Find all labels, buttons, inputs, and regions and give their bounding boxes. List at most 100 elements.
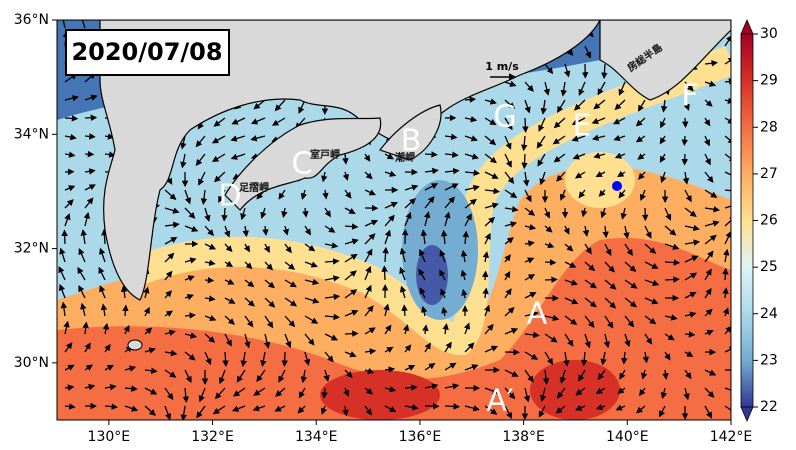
current-vector [184,351,196,361]
current-vector [635,135,646,143]
current-vector [401,304,408,317]
current-vector [563,351,570,367]
current-vector [704,135,710,147]
current-vector [264,315,274,329]
current-vector [595,171,606,178]
current-vector [591,134,606,141]
current-vector [704,329,714,336]
current-vector [164,189,177,201]
current-vector [604,279,617,290]
current-vector [78,284,86,299]
current-vector [552,135,566,145]
current-vector [324,351,334,363]
current-vector [620,207,627,220]
current-vector [424,362,436,371]
current-vector [363,153,371,162]
current-vector [256,369,266,383]
region-label: A [527,297,548,332]
current-vector [297,405,306,414]
current-vector [444,133,458,141]
current-vector [424,151,438,158]
current-vector [422,324,429,335]
current-vector [578,81,586,96]
current-vector [619,369,626,380]
current-vector [184,369,192,383]
current-vector [543,81,551,96]
current-vector [464,213,472,227]
current-vector [623,225,630,240]
current-vector [642,351,650,364]
current-vector [104,133,115,140]
current-vector [624,243,633,257]
current-vector [704,234,717,245]
current-vector [260,351,267,367]
current-vector [344,189,352,199]
current-vector [124,365,137,372]
current-vector [722,307,730,317]
current-vector [722,267,729,281]
current-vector [304,278,320,286]
current-vector [382,246,389,263]
current-vector [464,342,475,353]
current-vector [184,257,197,264]
current-vector [612,117,626,125]
current-vector [84,197,94,209]
current-vector [483,304,490,317]
current-vector [184,207,196,219]
current-vector [424,383,439,390]
current-vector [559,189,566,201]
current-vector [723,248,730,263]
colorbar-tick-label: 24 [760,306,778,322]
current-vector [524,223,537,231]
current-vector [578,369,586,382]
current-vector [240,207,247,221]
current-vector [102,322,110,335]
current-vector [681,135,688,147]
current-vector [384,346,394,353]
colorbar-tick-label: 23 [760,352,778,368]
current-vector [384,366,396,373]
current-vector [704,369,717,376]
current-vector [424,167,439,175]
current-vector [484,387,500,395]
region-label: E [573,109,592,144]
current-vector [123,324,130,335]
current-vector [704,117,711,127]
current-vector [64,133,77,141]
current-vector [250,117,266,125]
current-vector [482,287,489,299]
current-vector [724,97,731,104]
current-vector [544,333,558,343]
current-vector [463,322,471,335]
current-vector [444,196,455,209]
current-vector [482,251,490,263]
current-vector [424,342,431,353]
current-vector [664,207,672,221]
current-vector [77,266,86,281]
current-vector [684,369,692,380]
current-vector [544,314,560,322]
current-vector [384,170,397,177]
current-vector [82,321,89,335]
current-vector [684,272,698,281]
current-vector [613,134,626,142]
current-vector [524,351,539,360]
current-vector [224,333,232,347]
current-vector [284,261,296,270]
current-vector [504,135,512,150]
current-vector [344,238,359,245]
current-vector [399,247,407,263]
current-vector [384,214,395,227]
current-vector [184,312,196,319]
current-vector [524,369,534,383]
current-vector [540,99,547,115]
current-vector [100,303,108,317]
current-vector [504,205,519,213]
current-vector [384,386,397,393]
current-vector [683,99,690,111]
current-vector [520,135,528,152]
current-vector [563,63,571,78]
current-vector [484,187,501,195]
current-vector [404,404,419,411]
current-vector [524,207,536,216]
